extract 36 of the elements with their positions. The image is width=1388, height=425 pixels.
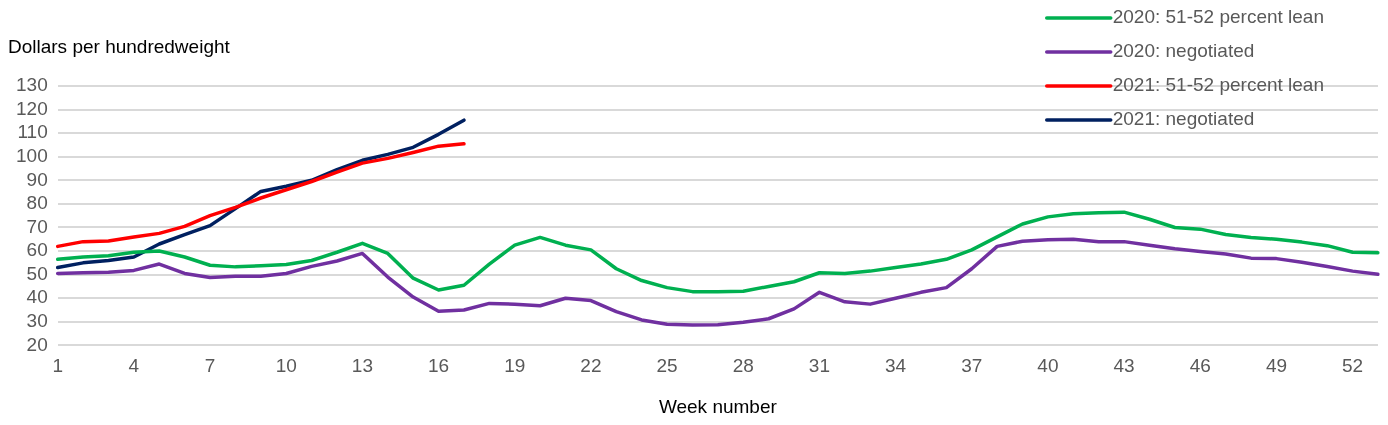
y-axis-title: Dollars per hundredweight xyxy=(8,36,231,58)
x-tick-label: 31 xyxy=(808,355,830,377)
x-tick-label: 43 xyxy=(1113,355,1135,377)
y-tick-label: 40 xyxy=(26,286,48,308)
x-axis-title: Week number xyxy=(658,395,778,417)
legend-label: 2021: 51-52 percent lean xyxy=(1112,74,1325,96)
x-tick-label: 34 xyxy=(885,355,907,377)
y-tick-label: 100 xyxy=(16,144,48,166)
legend-label: 2020: 51-52 percent lean xyxy=(1112,6,1325,28)
x-tick-label: 37 xyxy=(961,355,983,377)
x-tick-label: 52 xyxy=(1342,355,1364,377)
x-tick-label: 1 xyxy=(52,355,63,377)
x-tick-label: 46 xyxy=(1189,355,1211,377)
x-tick-label: 25 xyxy=(656,355,678,377)
y-tick-label: 30 xyxy=(26,310,48,332)
x-tick-label: 13 xyxy=(351,355,373,377)
y-tick-label: 80 xyxy=(26,192,48,214)
x-tick-label: 16 xyxy=(427,355,450,377)
y-tick-label: 50 xyxy=(26,262,48,284)
x-tick-label: 40 xyxy=(1037,355,1059,377)
x-tick-label: 7 xyxy=(204,355,216,377)
y-tick-label: 130 xyxy=(16,74,48,96)
x-tick-label: 22 xyxy=(580,355,602,377)
y-tick-label: 70 xyxy=(26,215,48,237)
x-tick-label: 19 xyxy=(504,355,526,377)
y-tick-label: 90 xyxy=(26,168,48,190)
legend-label: 2021: negotiated xyxy=(1112,108,1255,130)
legend-label: 2020: negotiated xyxy=(1112,40,1255,62)
x-tick-label: 28 xyxy=(732,355,754,377)
y-tick-label: 60 xyxy=(26,239,48,261)
y-tick-label: 110 xyxy=(17,121,48,143)
x-tick-label: 10 xyxy=(275,355,297,377)
x-tick-label: 4 xyxy=(128,355,140,377)
y-tick-label: 120 xyxy=(16,97,48,119)
y-tick-label: 20 xyxy=(26,333,48,355)
x-tick-label: 49 xyxy=(1265,355,1288,377)
